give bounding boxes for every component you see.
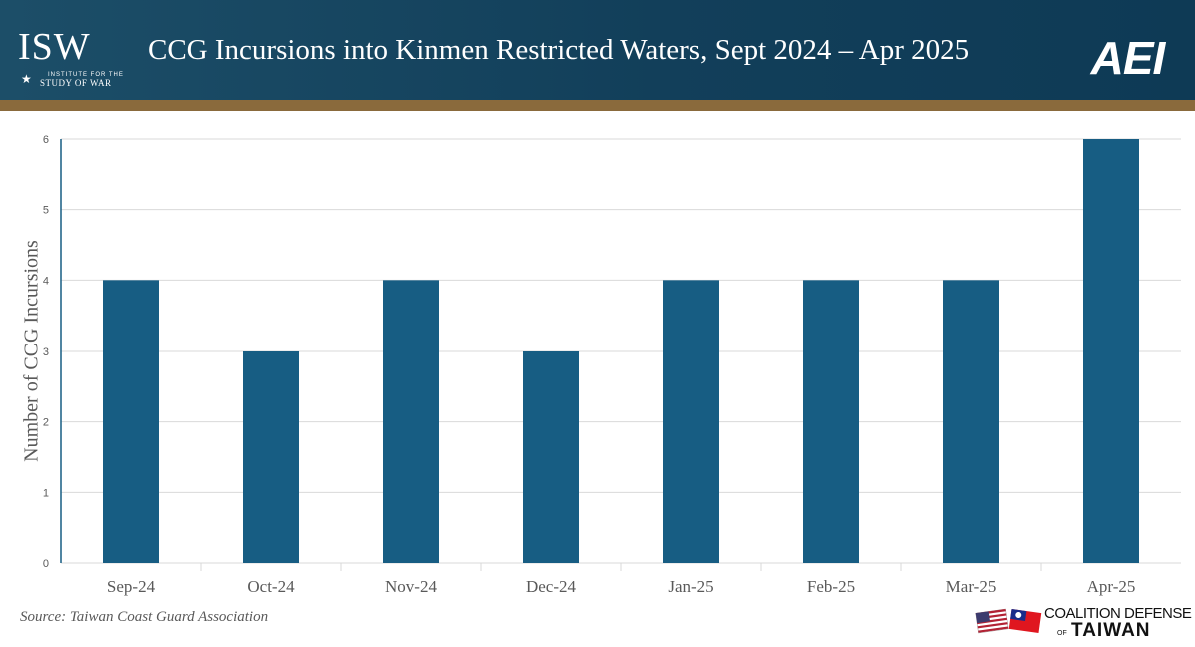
bar-oct-24 bbox=[243, 351, 299, 563]
x-tick-label: Sep-24 bbox=[107, 577, 156, 596]
coalition-defense-taiwan-logo: COALITION DEFENSE OF TAIWAN bbox=[975, 603, 1192, 643]
header-divider bbox=[0, 100, 1195, 111]
y-tick-label: 0 bbox=[43, 558, 49, 570]
cdt-logo-of: OF bbox=[1057, 630, 1067, 637]
bar-apr-25 bbox=[1083, 139, 1139, 563]
y-axis-label: Number of CCG Incursions bbox=[20, 240, 43, 462]
x-tick-label: Dec-24 bbox=[526, 577, 577, 596]
y-tick-label: 1 bbox=[43, 487, 49, 499]
x-tick-label: Oct-24 bbox=[247, 577, 295, 596]
bar-mar-25 bbox=[943, 280, 999, 563]
star-icon: ★ bbox=[21, 72, 32, 86]
chart-title: CCG Incursions into Kinmen Restricted Wa… bbox=[148, 34, 970, 66]
y-tick-label: 3 bbox=[43, 346, 49, 358]
bar-dec-24 bbox=[523, 351, 579, 563]
aei-logo: AEI bbox=[1090, 32, 1166, 84]
bar-chart: 0 1 2 3 4 5 6 Sep-24 Oct-24 Nov-24 Dec-24 Jan-25 Feb… bbox=[43, 134, 1181, 596]
bar-jan-25 bbox=[663, 280, 719, 563]
header-banner: ISW ★ INSTITUTE FOR THE STUDY OF WAR CCG… bbox=[0, 0, 1195, 100]
isw-logo-line1: INSTITUTE FOR THE bbox=[48, 72, 124, 78]
bar-nov-24 bbox=[383, 280, 439, 563]
x-tick-label: Nov-24 bbox=[385, 577, 437, 596]
x-tick-label: Jan-25 bbox=[668, 577, 713, 596]
cdt-logo-line1: COALITION DEFENSE bbox=[1044, 605, 1192, 622]
x-tick-label: Apr-25 bbox=[1087, 577, 1136, 596]
isw-logo: ISW ★ INSTITUTE FOR THE STUDY OF WAR bbox=[18, 28, 128, 88]
x-tick-label: Feb-25 bbox=[807, 577, 855, 596]
bar-sep-24 bbox=[103, 280, 159, 563]
bar-feb-25 bbox=[803, 280, 859, 563]
flags-icon bbox=[975, 608, 1042, 634]
y-tick-label: 2 bbox=[43, 417, 49, 429]
y-tick-label: 6 bbox=[43, 134, 49, 146]
y-tick-label: 4 bbox=[43, 275, 49, 287]
isw-logo-mark: ISW bbox=[18, 26, 91, 68]
y-tick-label: 5 bbox=[43, 205, 49, 217]
isw-logo-line2: STUDY OF WAR bbox=[40, 78, 112, 88]
cdt-logo-line2: TAIWAN bbox=[1071, 620, 1151, 641]
source-note: Source: Taiwan Coast Guard Association bbox=[20, 609, 269, 625]
x-tick-label: Mar-25 bbox=[946, 577, 997, 596]
